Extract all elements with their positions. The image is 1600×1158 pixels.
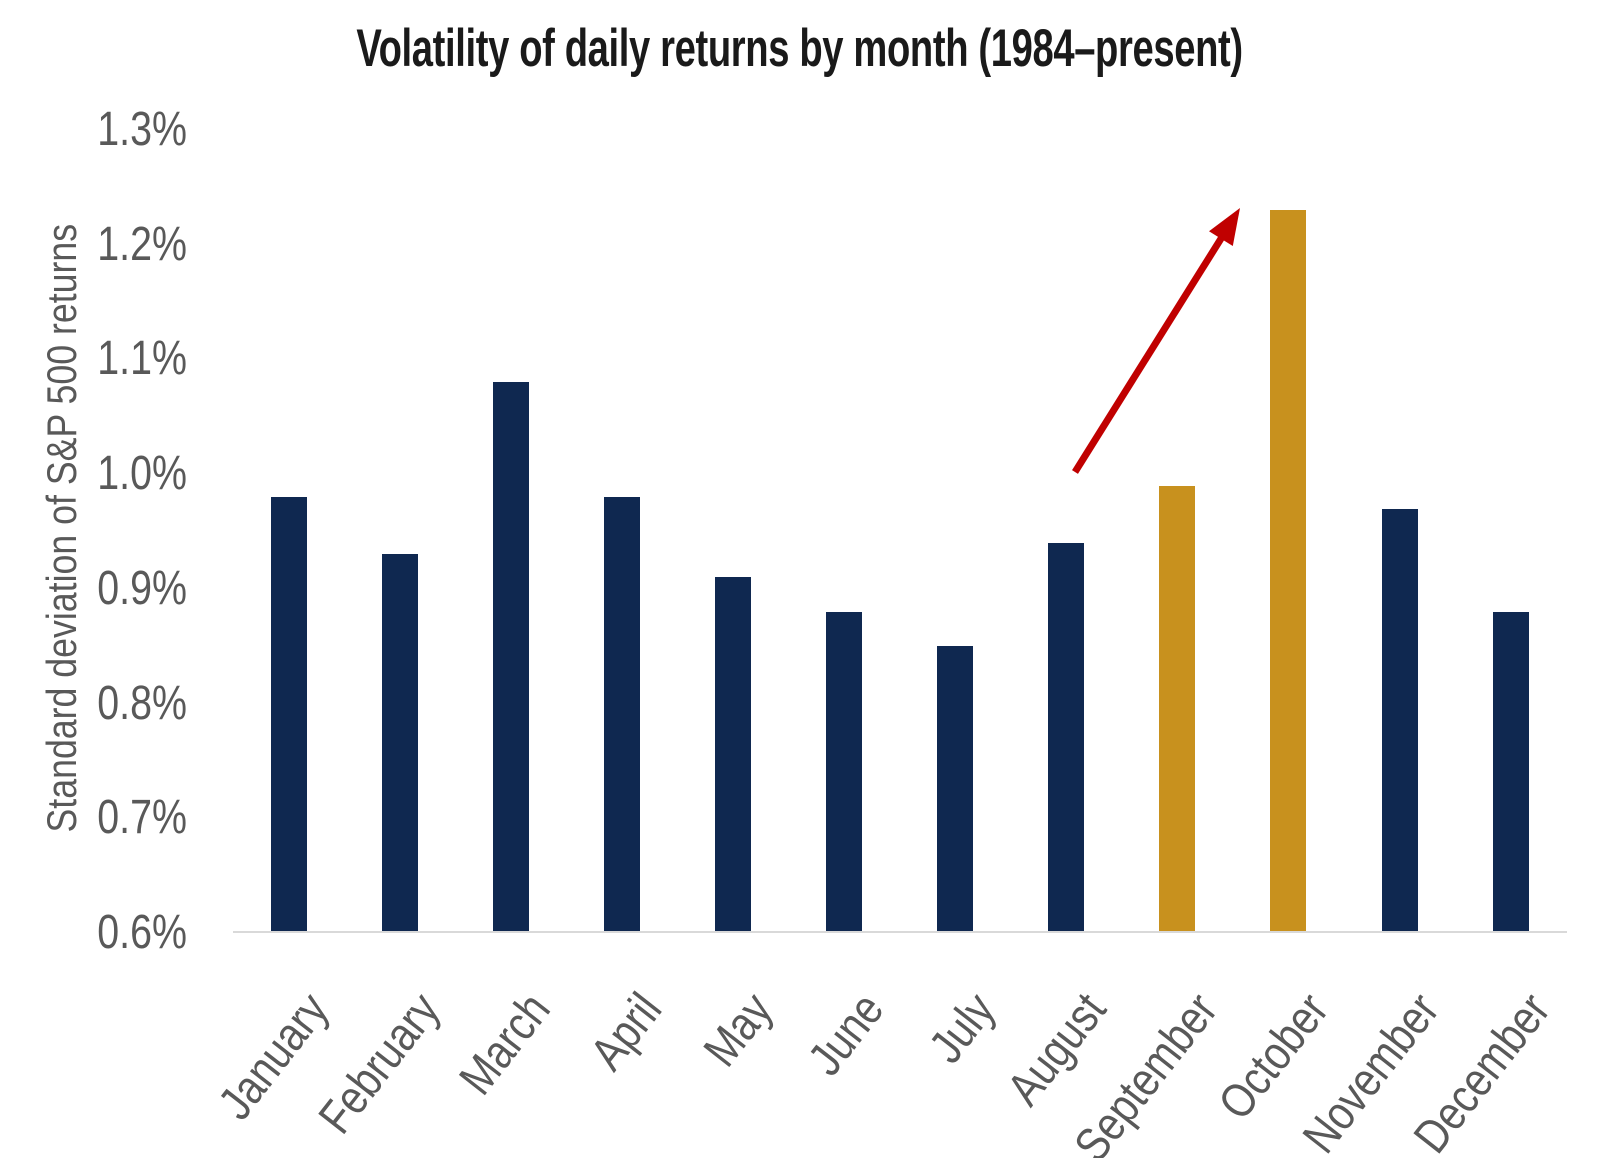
bar-june [826,611,862,933]
x-label-july: July [919,983,1006,1073]
x-label-april: April [580,983,673,1080]
y-tick-1.2%: 1.2% [97,217,187,271]
bar-january [270,497,307,933]
y-tick-0.7%: 0.7% [97,791,187,845]
chart-title: Volatility of daily returns by month (19… [0,18,1600,80]
bar-october [1270,210,1307,933]
y-tick-0.6%: 0.6% [97,906,187,959]
bar-december [1492,611,1529,933]
trend-arrow-shaft [1072,235,1225,474]
bar-july [937,646,974,933]
y-tick-0.8%: 0.8% [97,676,187,730]
y-tick-1.3%: 1.3% [97,103,187,156]
x-label-june: June [798,983,895,1086]
y-axis-title: Standard deviation of S&P 500 returns [38,223,85,833]
y-tick-1.0%: 1.0% [97,447,187,501]
bar-may [714,577,751,933]
bar-april [603,497,640,933]
trend-arrow-head [1209,208,1240,246]
bar-august [1048,542,1085,933]
x-label-march: March [450,983,561,1105]
bar-march [492,382,529,933]
x-axis-line [233,931,1567,933]
bar-february [381,554,418,933]
x-label-february: February [308,983,450,1144]
y-tick-1.1%: 1.1% [97,332,187,386]
x-label-may: May [694,983,784,1077]
chart-title-text: Volatility of daily returns by month (19… [356,19,1244,78]
y-tick-0.9%: 0.9% [97,561,187,615]
bar-september [1159,485,1196,933]
bar-november [1381,508,1418,933]
